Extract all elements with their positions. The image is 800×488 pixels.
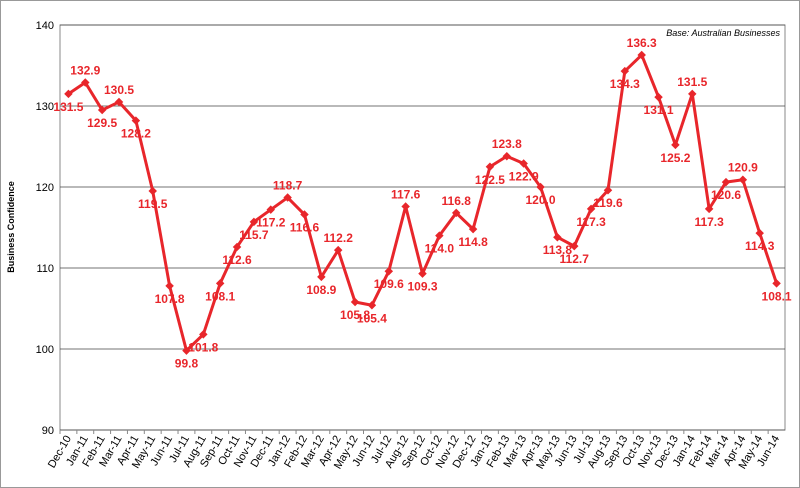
value-label: 134.3 xyxy=(610,77,640,91)
marker xyxy=(300,210,309,219)
value-label: 119.6 xyxy=(593,196,623,210)
value-label: 114.0 xyxy=(425,242,455,256)
marker xyxy=(485,162,495,171)
value-label: 108.1 xyxy=(205,289,235,303)
value-label: 107.8 xyxy=(155,292,185,306)
value-label: 105.4 xyxy=(357,311,387,325)
value-label: 120.9 xyxy=(728,161,758,175)
value-label: 131.5 xyxy=(53,100,83,114)
value-label: 122.9 xyxy=(509,170,539,184)
y-tick-label: 90 xyxy=(42,425,54,437)
value-label: 119.5 xyxy=(138,197,168,211)
value-label: 131.1 xyxy=(644,103,674,117)
value-label: 112.2 xyxy=(324,231,354,245)
value-label: 113.8 xyxy=(543,243,573,257)
value-label: 108.1 xyxy=(762,289,792,303)
marker xyxy=(502,151,512,161)
value-label: 112.7 xyxy=(560,252,590,266)
value-label: 117.3 xyxy=(576,215,606,229)
marker xyxy=(232,242,242,252)
value-label: 129.5 xyxy=(87,116,117,130)
value-label: 101.8 xyxy=(188,340,218,354)
value-label: 130.5 xyxy=(104,83,134,97)
marker xyxy=(435,231,444,240)
marker xyxy=(114,97,124,107)
value-label: 131.5 xyxy=(677,75,707,89)
value-label: 108.9 xyxy=(306,283,336,297)
y-tick-label: 100 xyxy=(36,344,54,356)
marker xyxy=(131,116,141,125)
marker xyxy=(317,272,326,282)
marker xyxy=(367,301,377,310)
value-label: 105.8 xyxy=(340,308,370,322)
value-label: 116.6 xyxy=(290,221,320,235)
marker xyxy=(97,105,107,115)
marker xyxy=(148,186,157,196)
marker xyxy=(199,330,208,339)
marker xyxy=(451,208,461,218)
value-label: 114.3 xyxy=(745,239,775,253)
marker xyxy=(333,245,343,255)
marker xyxy=(165,281,174,291)
marker xyxy=(81,78,90,87)
value-label: 112.6 xyxy=(222,253,252,267)
value-label: 123.8 xyxy=(492,137,522,151)
marker xyxy=(384,266,394,276)
y-tick-label: 140 xyxy=(36,20,54,32)
value-label: 125.2 xyxy=(660,151,690,165)
marker xyxy=(401,202,410,211)
value-label: 114.8 xyxy=(458,235,488,249)
value-label: 117.2 xyxy=(256,216,286,230)
marker xyxy=(64,89,73,99)
marker xyxy=(350,297,360,307)
value-label: 116.8 xyxy=(442,194,472,208)
value-label: 128.2 xyxy=(121,127,151,141)
y-tick-label: 130 xyxy=(36,101,54,113)
value-label: 117.3 xyxy=(694,215,724,229)
value-label: 109.6 xyxy=(374,277,404,291)
y-axis-label: Business Confidence xyxy=(6,181,16,273)
marker xyxy=(215,279,225,288)
value-label: 109.3 xyxy=(407,280,437,294)
value-label: 120.0 xyxy=(526,193,556,207)
value-label: 99.8 xyxy=(175,357,199,371)
marker xyxy=(182,346,191,355)
marker xyxy=(283,193,292,202)
marker xyxy=(468,224,478,234)
marker xyxy=(772,279,781,288)
value-label: 115.7 xyxy=(239,228,269,242)
annotation: Base: Australian Businesses xyxy=(666,28,780,38)
value-label: 136.3 xyxy=(627,36,657,50)
y-tick-label: 110 xyxy=(36,263,54,275)
value-label: 118.7 xyxy=(273,179,303,193)
value-label: 122.5 xyxy=(475,173,505,187)
value-label: 132.9 xyxy=(70,64,100,78)
marker xyxy=(266,205,275,214)
marker xyxy=(249,217,259,227)
value-label: 117.6 xyxy=(391,187,421,201)
value-label: 120.6 xyxy=(711,188,741,202)
y-tick-label: 120 xyxy=(36,182,54,194)
marker xyxy=(418,269,427,278)
